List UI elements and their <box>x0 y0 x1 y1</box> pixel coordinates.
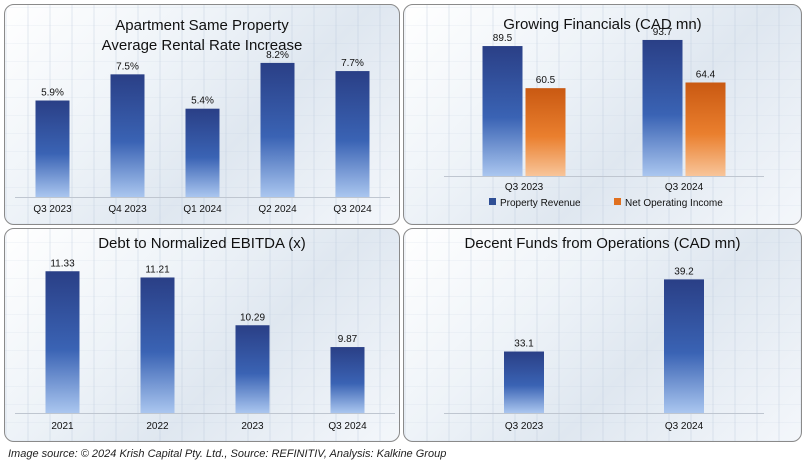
data-label: 89.5 <box>493 33 513 44</box>
chart-panel-debt-ebitda: Debt to Normalized EBITDA (x) 11.33 2021 11… <box>4 228 400 442</box>
data-label: 93.7 <box>653 27 673 38</box>
bar <box>335 71 370 197</box>
data-label: 39.2 <box>674 266 694 277</box>
data-label: 60.5 <box>536 75 556 86</box>
bar <box>330 347 365 413</box>
legend-swatch <box>614 198 621 205</box>
x-tick-label: Q1 2024 <box>183 204 222 215</box>
x-tick-label: Q3 2023 <box>505 421 544 432</box>
x-tick-label: Q3 2024 <box>333 204 372 215</box>
x-tick-label: Q3 2024 <box>665 182 704 193</box>
x-tick-label: 2021 <box>51 421 74 432</box>
data-label: 64.4 <box>696 69 716 80</box>
bar <box>235 325 270 413</box>
bar <box>504 351 544 413</box>
x-tick-label: Q2 2024 <box>258 204 297 215</box>
data-label: 7.7% <box>341 58 364 69</box>
x-tick-label: Q3 2024 <box>328 421 367 432</box>
data-label: 8.2% <box>266 50 289 61</box>
chart-panel-financials: Growing Financials (CAD mn) 89.5 60.5 Q3 20… <box>403 4 802 225</box>
chart-panel-ffo: Decent Funds from Operations (CAD mn) 33.… <box>403 228 802 442</box>
chart-title: Apartment Same Property <box>115 17 289 34</box>
bar <box>185 108 220 197</box>
bar <box>140 277 175 413</box>
bar <box>525 88 566 176</box>
chart-title: Average Rental Rate Increase <box>102 37 303 54</box>
bar <box>642 39 683 177</box>
data-label: 5.4% <box>191 96 214 107</box>
chart-rental-rate: Apartment Same Property Average Rental Ra… <box>15 17 390 215</box>
x-tick-label: Q3 2023 <box>505 182 544 193</box>
chart-debt-ebitda: Debt to Normalized EBITDA (x) 11.33 2021 11… <box>15 235 395 432</box>
data-label: 5.9% <box>41 88 64 99</box>
chart-panel-rental-rate: Apartment Same Property Average Rental Ra… <box>4 4 400 225</box>
chart-title: Decent Funds from Operations (CAD mn) <box>465 235 741 252</box>
legend-label: Property Revenue <box>500 198 581 209</box>
x-tick-label: 2023 <box>241 421 264 432</box>
data-label: 11.21 <box>145 264 170 275</box>
legend-swatch <box>489 198 496 205</box>
data-label: 7.5% <box>116 61 139 72</box>
bar <box>482 46 523 176</box>
chart-title: Debt to Normalized EBITDA (x) <box>98 235 306 252</box>
bar <box>685 82 726 176</box>
chart-title: Growing Financials (CAD mn) <box>503 16 701 33</box>
x-tick-label: Q3 2023 <box>33 204 72 215</box>
bar <box>110 74 145 197</box>
bar <box>45 271 80 413</box>
chart-ffo: Decent Funds from Operations (CAD mn) 33.… <box>444 235 764 432</box>
bar <box>260 62 295 198</box>
x-tick-label: Q3 2024 <box>665 421 704 432</box>
legend-label: Net Operating Income <box>625 198 723 209</box>
bar <box>35 100 70 197</box>
image-source-footnote: Image source: © 2024 Krish Capital Pty. … <box>8 448 447 460</box>
data-label: 11.33 <box>50 258 75 269</box>
chart-financials: Growing Financials (CAD mn)89.5 60.5 Q3 20… <box>444 16 764 209</box>
data-label: 33.1 <box>514 339 534 350</box>
legend: Property Revenue Net Operating Income <box>489 198 723 209</box>
data-label: 10.29 <box>240 312 265 323</box>
x-tick-label: Q4 2023 <box>108 204 147 215</box>
data-label: 9.87 <box>338 334 358 345</box>
bar <box>664 279 704 413</box>
x-tick-label: 2022 <box>146 421 169 432</box>
